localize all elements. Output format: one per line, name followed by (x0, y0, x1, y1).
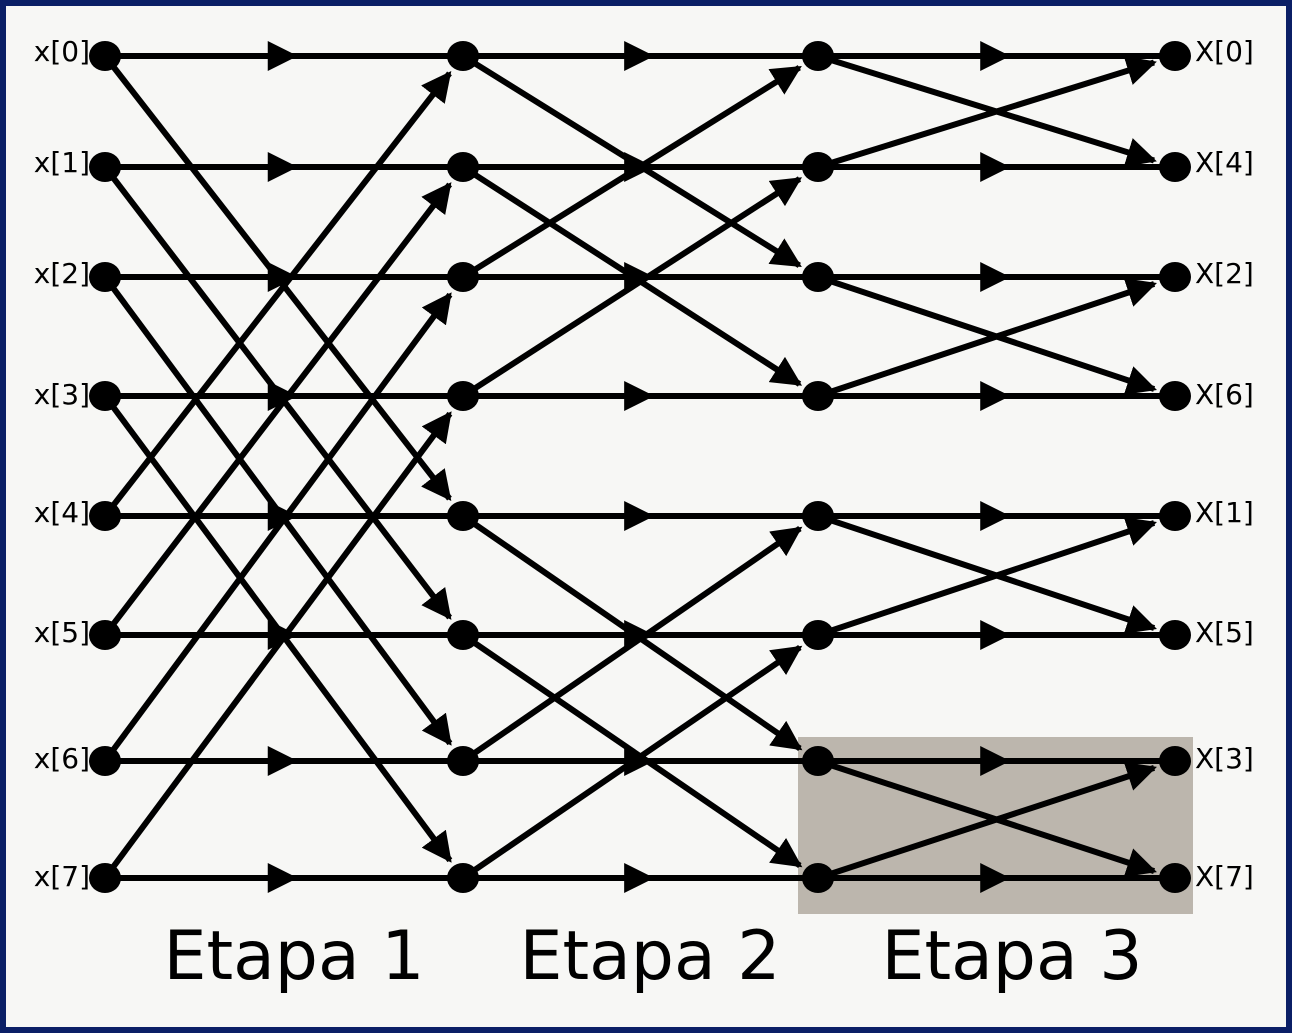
stage2-cross-edge-6 (461, 526, 803, 764)
stage2-cross-edge-7 (461, 644, 803, 881)
node-col3-row3 (1159, 381, 1191, 411)
output-label-0: X[0] (1195, 35, 1254, 68)
stage1-cross-edge-5 (102, 182, 453, 637)
input-label-3: x[3] (34, 378, 90, 411)
node-col2-row3 (802, 381, 834, 411)
node-col3-row5 (1159, 620, 1191, 650)
output-label-5: X[5] (1195, 616, 1254, 649)
output-label-2: X[2] (1195, 257, 1254, 290)
output-label-6: X[3] (1195, 742, 1254, 775)
node-col1-row1 (447, 152, 479, 182)
stage-label-3: Etapa 3 (881, 917, 1142, 996)
output-label-3: X[6] (1195, 378, 1254, 411)
output-label-4: X[1] (1195, 496, 1254, 529)
output-labels: X[0] X[4] X[2] X[6] X[1] X[5] X[3] X[7] (1195, 35, 1254, 893)
node-col0-row1 (89, 152, 121, 182)
node-col1-row3 (447, 381, 479, 411)
input-label-2: x[2] (34, 257, 90, 290)
node-col1-row7 (447, 863, 479, 893)
node-col2-row1 (802, 152, 834, 182)
input-label-0: x[0] (34, 35, 90, 68)
node-col3-row1 (1159, 152, 1191, 182)
node-col0-row4 (89, 501, 121, 531)
node-col2-row7 (802, 863, 834, 893)
node-col1-row2 (447, 262, 479, 292)
input-labels: x[0] x[1] x[2] x[3] x[4] x[5] x[6] x[7] (34, 35, 90, 893)
node-col3-row7 (1159, 863, 1191, 893)
stage3-cross-edge-3 (817, 278, 1157, 399)
input-label-5: x[5] (34, 616, 90, 649)
node-col3-row6 (1159, 746, 1191, 776)
node-col0-row6 (89, 746, 121, 776)
stage1-cross-edge-6 (102, 292, 453, 763)
stage3-cross-edge-7 (817, 762, 1157, 881)
stage1-cross-edge-7 (102, 411, 453, 880)
node-col0-row2 (89, 262, 121, 292)
node-col1-row6 (447, 746, 479, 776)
node-col2-row4 (802, 501, 834, 531)
node-col3-row4 (1159, 501, 1191, 531)
stage3-cross-edge-4 (817, 513, 1157, 634)
output-label-1: X[4] (1195, 146, 1254, 179)
input-label-1: x[1] (34, 146, 90, 179)
stage2-cross-edge-3 (461, 176, 803, 399)
node-col3-row0 (1159, 41, 1191, 71)
node-col3-row2 (1159, 262, 1191, 292)
stage1-cross-edge-4 (102, 70, 452, 518)
stage3-cross-edge-2 (817, 274, 1157, 395)
node-col1-row5 (447, 620, 479, 650)
node-col1-row0 (447, 41, 479, 71)
input-label-6: x[6] (34, 742, 90, 775)
stage-label-1: Etapa 1 (163, 917, 424, 996)
node-col0-row0 (89, 41, 121, 71)
stage3-cross-edge-0 (817, 53, 1157, 167)
butterfly-nodes (89, 41, 1191, 893)
node-col2-row5 (802, 620, 834, 650)
stage2-cross-edge-2 (461, 65, 802, 280)
stage3-cross-edge-6 (817, 758, 1157, 877)
node-col1-row4 (447, 501, 479, 531)
input-label-7: x[7] (34, 860, 90, 893)
node-col2-row0 (802, 41, 834, 71)
node-col0-row7 (89, 863, 121, 893)
node-col0-row5 (89, 620, 121, 650)
stage-label-2: Etapa 2 (519, 917, 780, 996)
output-label-7: X[7] (1195, 860, 1254, 893)
stage3-cross-edge-5 (817, 517, 1157, 638)
node-col2-row2 (802, 262, 834, 292)
butterfly-edges (102, 41, 1175, 893)
node-col0-row3 (89, 381, 121, 411)
input-label-4: x[4] (34, 496, 90, 529)
node-col2-row6 (802, 746, 834, 776)
stage-labels: Etapa 1 Etapa 2 Etapa 3 (163, 917, 1142, 996)
stage3-cross-edge-1 (817, 56, 1157, 170)
